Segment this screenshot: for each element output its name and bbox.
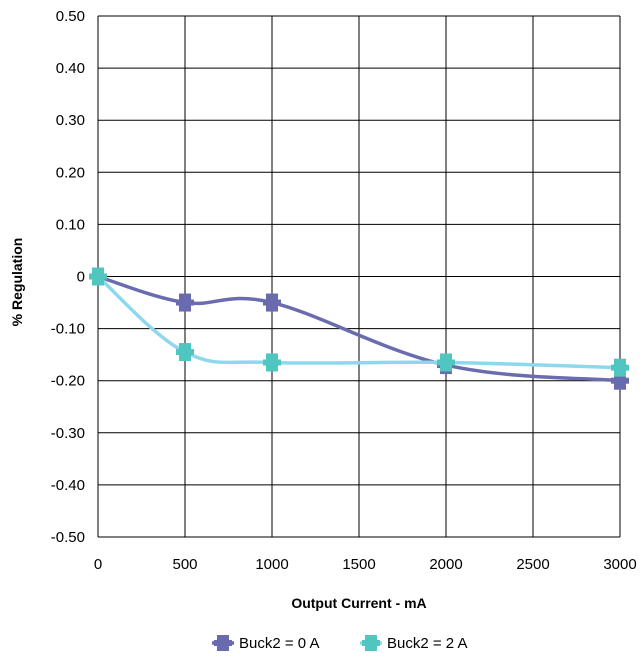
x-tick-label: 2500 xyxy=(516,556,549,573)
legend-label: Buck2 = 0 A xyxy=(239,635,319,652)
y-tick-label: 0 xyxy=(77,269,85,286)
y-tick-label: -0.10 xyxy=(51,321,85,338)
y-axis-title: % Regulation xyxy=(9,238,25,327)
x-tick-label: 1000 xyxy=(255,556,288,573)
data-point xyxy=(263,293,281,312)
legend-marker xyxy=(362,635,380,651)
y-tick-labels: 0.50 0.40 0.30 0.20 0.10 0 -0.10 -0.20 -0.30 -0.4… xyxy=(51,8,85,546)
data-point xyxy=(437,353,455,372)
x-tick-label: 0 xyxy=(94,556,102,573)
series-line xyxy=(96,274,622,370)
grid xyxy=(97,15,621,538)
y-tick-label: 0.40 xyxy=(56,60,85,77)
y-tick-label: -0.20 xyxy=(51,373,85,390)
y-tick-label: -0.40 xyxy=(51,477,85,494)
series-2 xyxy=(89,267,629,377)
x-tick-label: 500 xyxy=(172,556,197,573)
y-tick-label: 0.50 xyxy=(56,8,85,25)
y-tick-label: 0.30 xyxy=(56,112,85,129)
y-tick-label: -0.30 xyxy=(51,425,85,442)
data-point xyxy=(89,267,107,286)
x-tick-label: 1500 xyxy=(342,556,375,573)
legend-item-1: Buck2 = 0 A xyxy=(212,635,319,652)
legend-marker xyxy=(214,635,232,651)
data-point xyxy=(611,358,629,377)
data-point xyxy=(176,343,194,362)
x-axis-title: Output Current - mA xyxy=(291,595,426,611)
y-tick-label: 0.10 xyxy=(56,216,85,233)
legend-item-2: Buck2 = 2 A xyxy=(360,635,467,652)
x-tick-label: 2000 xyxy=(429,556,462,573)
legend-label: Buck2 = 2 A xyxy=(387,635,467,652)
x-tick-labels: 0 500 1000 1500 2000 2500 3000 xyxy=(94,556,637,573)
data-point xyxy=(176,293,194,312)
series-group xyxy=(89,267,629,390)
y-tick-label: 0.20 xyxy=(56,164,85,181)
x-tick-label: 3000 xyxy=(603,556,636,573)
series-line xyxy=(96,274,622,383)
y-tick-label: -0.50 xyxy=(51,529,85,546)
legend: Buck2 = 0 A Buck2 = 2 A xyxy=(212,635,467,652)
data-point xyxy=(263,353,281,372)
